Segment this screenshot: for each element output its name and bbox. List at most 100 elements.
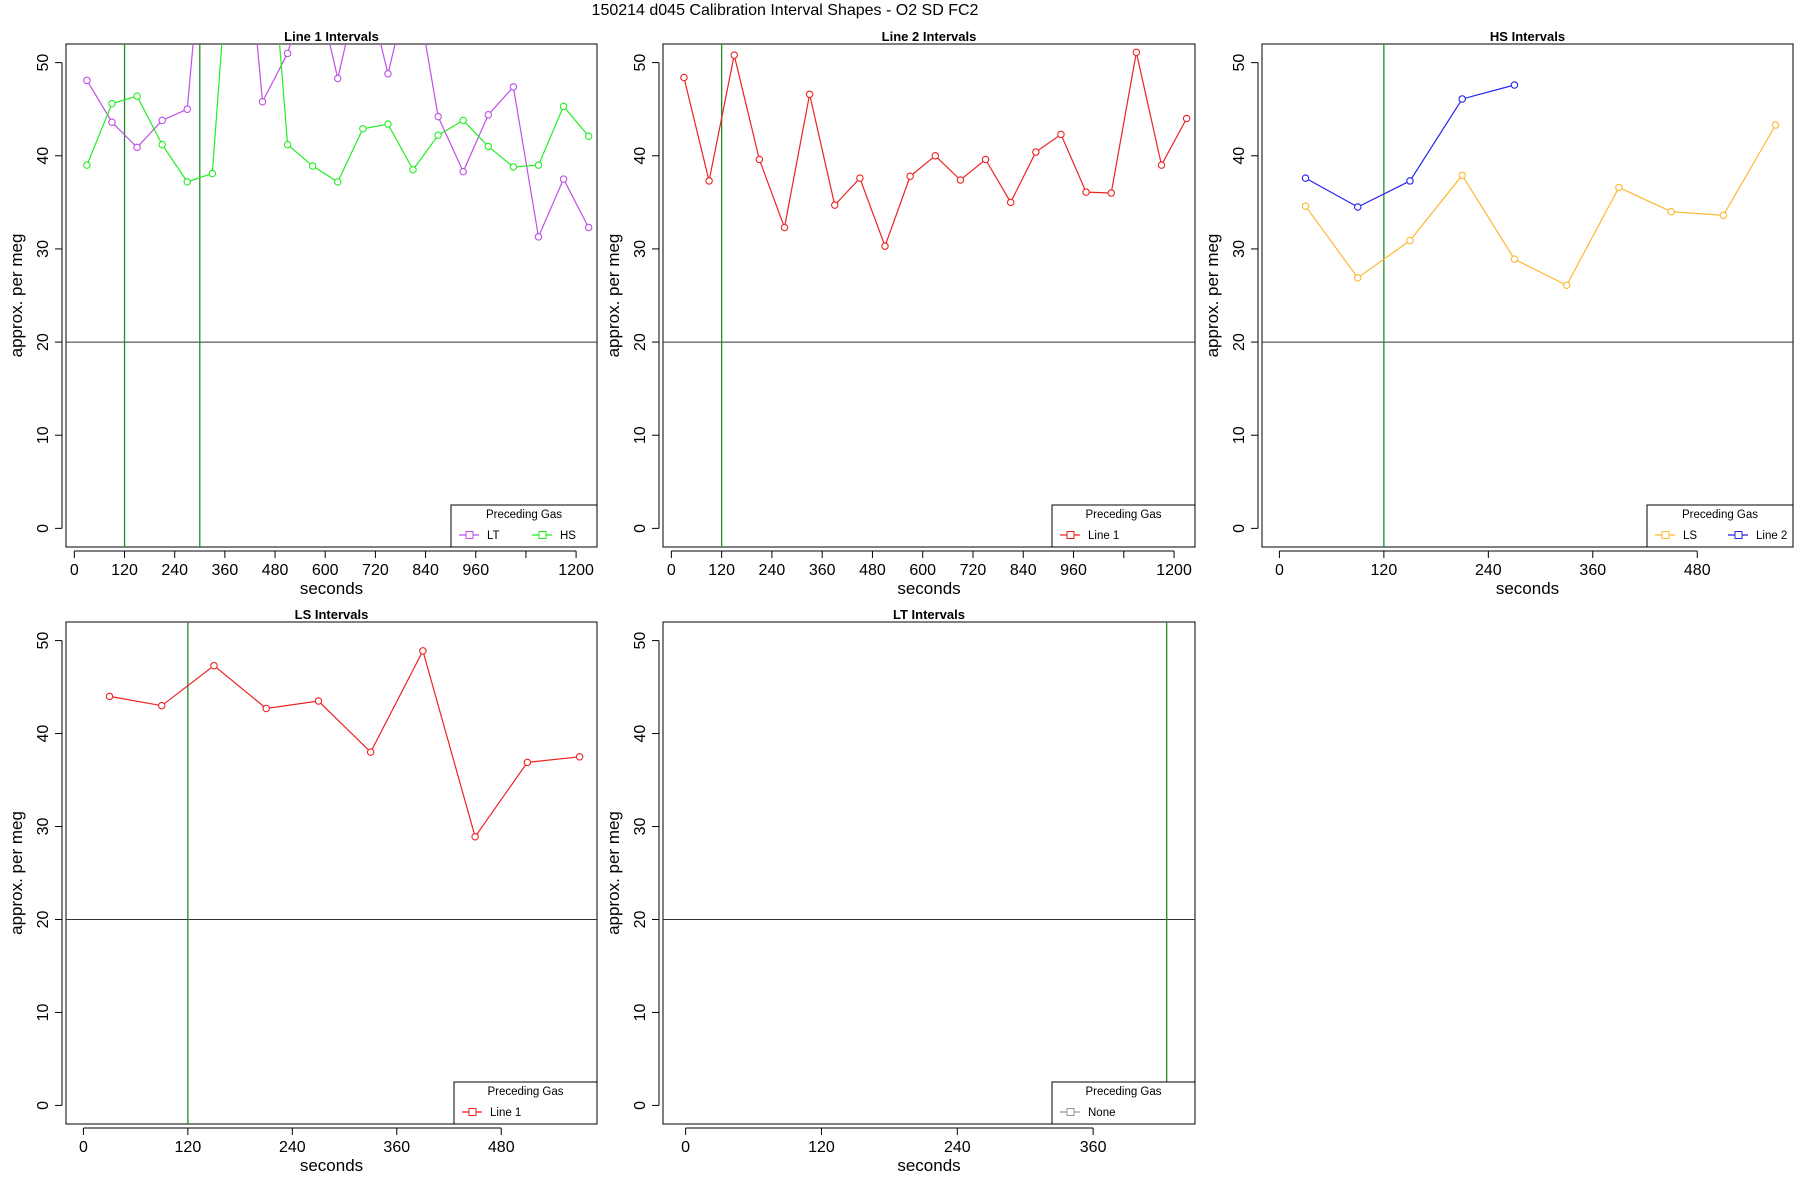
legend-title: Preceding Gas	[486, 509, 562, 521]
chart-title: LT Intervals	[893, 607, 965, 622]
series-line-hs	[86, 44, 590, 183]
y-tick-label: 40	[1231, 147, 1248, 165]
y-tick-label: 20	[632, 910, 649, 928]
x-tick-label: 840	[1010, 562, 1037, 579]
y-axis-label: approx. per meg	[1203, 234, 1222, 358]
legend-title: Preceding Gas	[1682, 509, 1758, 521]
x-tick-label: 240	[759, 562, 786, 579]
x-tick-label: 240	[161, 562, 188, 579]
x-tick-label: 120	[808, 1139, 835, 1156]
data-point	[523, 758, 532, 767]
y-tick-label: 30	[35, 240, 52, 258]
data-point	[1615, 183, 1623, 192]
x-axis-label: seconds	[897, 1156, 960, 1175]
chart-title: Line 2 Intervals	[882, 29, 977, 44]
y-axis-label: approx. per meg	[604, 811, 623, 935]
y-tick-label: 50	[35, 54, 52, 72]
data-point	[133, 143, 141, 152]
data-point	[584, 132, 593, 140]
chart-panel-1: Line 1 Intervals 0 120 240 360 480 600 720 840 96…	[7, 29, 598, 598]
series-line-ls	[1305, 124, 1777, 287]
y-axis-label: approx. per meg	[7, 234, 26, 358]
data-point	[1458, 171, 1466, 180]
legend-swatch-marker	[538, 531, 547, 539]
y-tick-label: 10	[1231, 426, 1248, 444]
data-point	[584, 223, 593, 232]
data-point	[1458, 95, 1466, 103]
plot-area	[66, 622, 597, 1124]
data-point	[133, 92, 141, 100]
data-point	[262, 704, 270, 713]
x-tick-label: 480	[262, 562, 289, 579]
x-tick-label: 1200	[1156, 562, 1192, 579]
y-tick-label: 0	[35, 1101, 52, 1110]
legend-box	[1051, 1081, 1196, 1125]
x-tick-label: 0	[667, 562, 676, 579]
data-point	[108, 99, 116, 108]
x-tick-label: 960	[1060, 562, 1087, 579]
x-tick-label: 480	[1684, 562, 1711, 579]
legend-title: Preceding Gas	[487, 1086, 563, 1098]
x-tick-label: 960	[462, 562, 489, 579]
data-point	[1107, 189, 1115, 197]
data-point	[1510, 81, 1519, 89]
series-line-line-1	[683, 52, 1188, 248]
data-point	[509, 83, 518, 91]
y-tick-label: 10	[632, 426, 649, 444]
y-tick-label: 20	[1231, 333, 1248, 351]
y-tick-label: 40	[632, 147, 649, 165]
x-tick-label: 0	[79, 1139, 88, 1156]
legend: Preceding Gas LT HS	[450, 504, 598, 548]
data-point	[384, 70, 392, 78]
legend-label: Line 1	[1088, 530, 1119, 542]
data-point	[459, 116, 467, 125]
data-point	[459, 167, 467, 176]
x-tick-label: 120	[111, 562, 138, 579]
legend-label: LS	[1683, 530, 1697, 542]
plot-area	[663, 44, 1195, 547]
data-point	[559, 102, 568, 111]
data-point	[283, 140, 292, 149]
y-tick-label: 50	[632, 54, 649, 72]
data-point	[1667, 207, 1675, 216]
data-point	[931, 152, 940, 160]
legend: Preceding Gas None	[1051, 1081, 1196, 1125]
data-point	[1771, 121, 1780, 129]
y-tick-label: 40	[35, 147, 52, 165]
y-tick-label: 40	[632, 725, 649, 743]
y-axis-label: approx. per meg	[7, 811, 26, 935]
legend-label: Line 2	[1756, 530, 1787, 542]
plot-frame	[662, 621, 1196, 1125]
data-point	[1719, 211, 1728, 220]
x-tick-label: 120	[1371, 562, 1398, 579]
y-tick-label: 30	[1231, 240, 1248, 258]
data-point	[334, 178, 342, 186]
data-point	[534, 161, 543, 169]
x-axis-label: seconds	[300, 1156, 363, 1175]
data-point	[1406, 177, 1414, 185]
legend-label: None	[1088, 1107, 1116, 1119]
x-axis-label: seconds	[300, 579, 363, 598]
series-line-line-2	[1305, 84, 1515, 208]
legend-title: Preceding Gas	[1085, 509, 1161, 521]
data-point	[705, 177, 713, 185]
data-point	[956, 176, 965, 184]
x-tick-label: 1200	[558, 562, 594, 579]
data-point	[108, 118, 116, 126]
data-point	[83, 76, 91, 85]
data-point	[434, 112, 442, 121]
data-point	[1157, 161, 1166, 169]
data-point	[434, 131, 442, 140]
y-tick-label: 10	[35, 1003, 52, 1021]
data-point	[575, 753, 584, 761]
data-point	[258, 98, 267, 106]
legend-box	[450, 504, 598, 548]
plot-area	[663, 622, 1195, 1124]
chart-panel-2: Line 2 Intervals 0 120 240 360 480 600 720 840 96…	[604, 29, 1196, 598]
y-tick-label: 0	[632, 1101, 649, 1110]
y-tick-label: 10	[35, 426, 52, 444]
data-point	[334, 74, 342, 83]
legend-title: Preceding Gas	[1085, 1086, 1161, 1098]
x-tick-label: 360	[212, 562, 239, 579]
y-tick-label: 50	[35, 632, 52, 650]
